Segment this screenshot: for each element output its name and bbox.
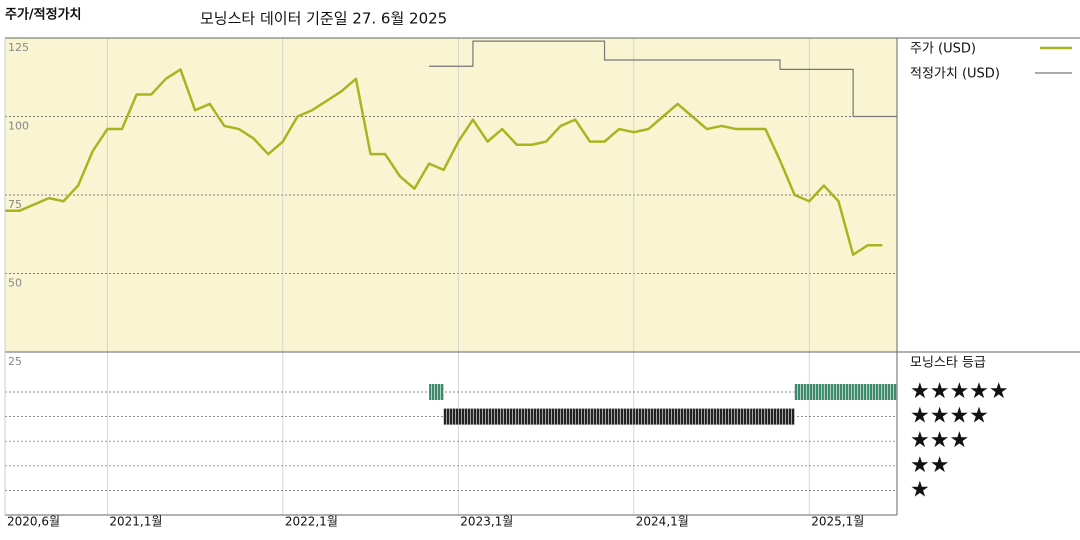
- rating-stripes: [663, 408, 678, 425]
- rating-stripes: [882, 384, 897, 400]
- rating-stripes: [736, 408, 751, 425]
- rating-stripes: [706, 408, 722, 425]
- rating-stripes: [516, 408, 532, 425]
- rating-stripes: [750, 408, 766, 425]
- y-tick-label: 25: [8, 355, 22, 368]
- x-tick-label: 2024,1월: [636, 515, 689, 529]
- series-line: [5, 68, 883, 256]
- rating-level: ★: [910, 477, 930, 502]
- rating-stripes: [677, 408, 693, 425]
- rating-stripes: [531, 408, 547, 425]
- rating-stripes: [604, 408, 620, 425]
- y-tick-label: 75: [8, 198, 22, 211]
- rating-level: ★★★: [910, 428, 969, 453]
- rating-stripes: [823, 384, 839, 400]
- rating-stripes: [443, 408, 459, 425]
- y-tick-label: 100: [8, 120, 29, 133]
- legend-label: 주가 (USD): [910, 42, 976, 57]
- x-tick-label: 2021,1월: [109, 515, 162, 529]
- x-tick-label: 2022,1월: [285, 515, 338, 529]
- rating-stripes: [809, 384, 824, 400]
- rating-stripes: [721, 408, 737, 425]
- x-tick-label: 2020,6월: [7, 515, 60, 529]
- chart-subtitle: 모닝스타 데이터 기준일 27. 6월 2025: [200, 10, 447, 28]
- rating-stripes: [560, 408, 576, 425]
- rating-stripes: [502, 408, 517, 425]
- rating-level: ★★: [910, 453, 949, 478]
- rating-stripes: [429, 384, 444, 400]
- rating-stripes: [692, 408, 707, 425]
- rating-stripes: [472, 408, 488, 425]
- rating-stripes: [853, 384, 868, 400]
- rating-stripes: [838, 384, 854, 400]
- rating-stripes: [867, 384, 883, 400]
- x-tick-label: 2023,1월: [460, 515, 513, 529]
- rating-stripes: [487, 408, 503, 425]
- x-tick-label: 2025,1월: [811, 515, 864, 529]
- rating-stripes: [589, 408, 605, 425]
- rating-stripes: [458, 408, 473, 425]
- rating-stripes: [780, 408, 795, 425]
- rating-level: ★★★★: [910, 404, 989, 429]
- legend-label: 적정가치 (USD): [910, 67, 1000, 82]
- rating-stripes: [765, 408, 781, 425]
- rating-stripes: [794, 384, 810, 400]
- y-tick-label: 125: [8, 41, 29, 54]
- marks: [5, 40, 897, 425]
- rating-stripes: [546, 408, 561, 425]
- rating-stripes: [619, 408, 634, 425]
- rating-stripes: [648, 408, 664, 425]
- rating-stripes: [575, 408, 590, 425]
- series-line: [429, 40, 897, 118]
- y-tick-label: 50: [8, 277, 22, 290]
- chart-title: 주가/적정가치: [5, 7, 82, 23]
- rating-level: ★★★★★: [910, 379, 1009, 404]
- rating-title: 모닝스타 등급: [910, 356, 986, 371]
- rating-stripes: [633, 408, 649, 425]
